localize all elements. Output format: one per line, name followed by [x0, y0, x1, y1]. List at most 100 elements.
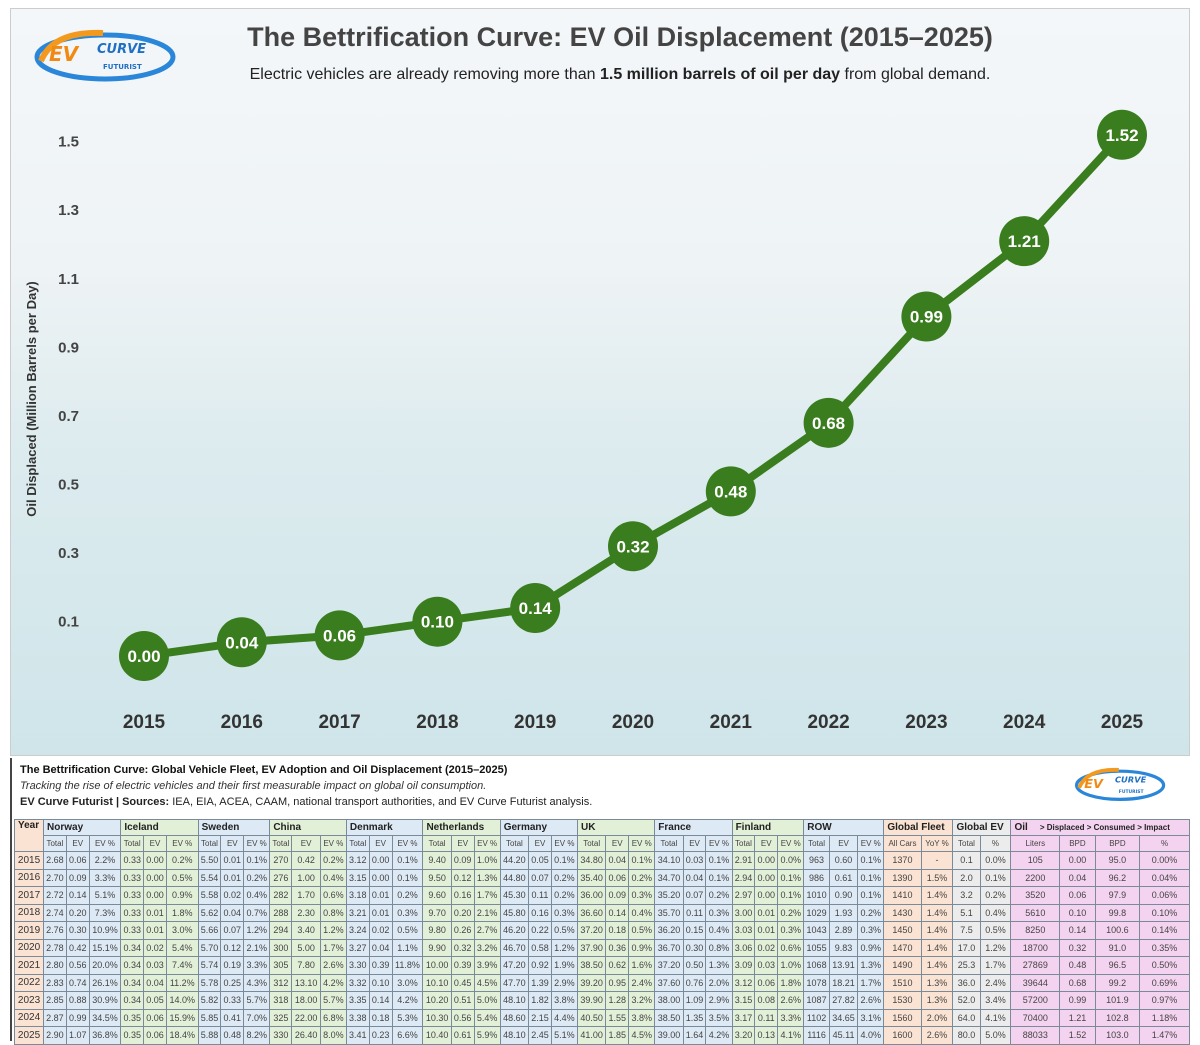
- table-cell: 36.20: [654, 921, 684, 940]
- year-cell: 2020: [13, 938, 45, 957]
- sub-header: EV %: [243, 835, 271, 852]
- table-cell: 0.01: [143, 903, 167, 922]
- table-cell: 0.48: [220, 1026, 245, 1045]
- table-cell: 9.70: [422, 903, 452, 922]
- group-header: France: [654, 819, 733, 836]
- table-cell: 0.11: [754, 1008, 779, 1027]
- table-cell: 4.1%: [777, 1026, 805, 1045]
- table-cell: 1370: [883, 851, 922, 870]
- table-cell: 0.14: [65, 886, 90, 905]
- table-cell: 0.04: [368, 938, 393, 957]
- table-cell: 0.1%: [777, 868, 805, 887]
- table-cell: 5.70: [197, 938, 222, 957]
- table-cell: 0.2%: [628, 868, 656, 887]
- table-cell: 9.50: [422, 868, 452, 887]
- oil-columns-note: > Displaced > Consumed > Impact: [1039, 823, 1170, 832]
- table-cell: 5.4%: [165, 938, 199, 957]
- table-cell: 10.00: [422, 956, 452, 975]
- table-cell: 0.07: [220, 921, 245, 940]
- table-cell: 1.3%: [705, 956, 733, 975]
- x-tick-label: 2018: [416, 712, 458, 733]
- group-header: Germany: [499, 819, 579, 836]
- table-cell: 0.5%: [628, 921, 656, 940]
- table-cell: 18.00: [291, 991, 321, 1010]
- x-tick-label: 2021: [710, 712, 753, 733]
- table-cell: 0.20: [450, 903, 475, 922]
- table-cell: 0.42: [65, 938, 90, 957]
- table-cell: 0.4%: [243, 886, 271, 905]
- table-cell: 27.82: [828, 991, 859, 1010]
- table-cell: 0.34: [120, 938, 145, 957]
- table-cell: 0.33: [120, 921, 145, 940]
- table-cell: 0.61: [828, 868, 859, 887]
- sub-header: Total: [197, 835, 222, 852]
- table-cell: 64.0: [952, 1008, 981, 1027]
- sub-header: Total: [731, 835, 756, 852]
- data-label: 0.10: [421, 613, 454, 632]
- sub-header: Total: [952, 835, 981, 852]
- table-cell: 3.12: [345, 851, 370, 870]
- y-tick-label: 1.5: [58, 134, 79, 151]
- sub-header: BPD: [1059, 835, 1096, 852]
- table-cell: 2.74: [43, 903, 67, 922]
- year-cell: 2015: [13, 851, 45, 870]
- table-cell: 0.92: [528, 956, 552, 975]
- table-cell: 1.18%: [1139, 1008, 1190, 1027]
- table-cell: 2.4%: [628, 973, 656, 992]
- table-cell: 0.01: [368, 886, 393, 905]
- table-row: 2016 2.70 0.09 3.3% 0.33 0.00 0.5% 5.54 0.01 0.2%…: [13, 868, 1190, 887]
- group-header: Global EV: [952, 819, 1012, 836]
- table-cell: 2.7%: [473, 921, 501, 940]
- table-cell: 3.30: [345, 956, 370, 975]
- table-cell: 1.2%: [319, 921, 347, 940]
- table-cell: 5.7%: [243, 991, 271, 1010]
- table-cell: 34.10: [654, 851, 684, 870]
- table-cell: 18700: [1010, 938, 1061, 957]
- table-cell: 0.12: [220, 938, 245, 957]
- table-cell: 3.03: [731, 921, 756, 940]
- table-cell: 9.80: [422, 921, 452, 940]
- table-cell: 3.12: [731, 973, 756, 992]
- sub-header: BPD: [1094, 835, 1141, 852]
- table-cell: 0.03: [682, 851, 707, 870]
- chart-subtitle: Electric vehicles are already removing m…: [0, 66, 1200, 84]
- table-cell: 2.72: [43, 886, 67, 905]
- sub-header: EV %: [319, 835, 347, 852]
- table-cell: 0.04: [682, 868, 707, 887]
- table-cell: 0.3%: [391, 903, 424, 922]
- table-cell: 1.82: [528, 991, 552, 1010]
- table-cell: 6.8%: [319, 1008, 347, 1027]
- table-cell: 40.50: [576, 1008, 607, 1027]
- credit-label: EV Curve Futurist | Sources:: [20, 796, 170, 808]
- table-cell: 3.3%: [88, 868, 122, 887]
- table-cell: 2.2%: [88, 851, 122, 870]
- table-cell: 1.5%: [920, 868, 954, 887]
- table-cell: 25.3: [952, 956, 981, 975]
- table-cell: 70400: [1010, 1008, 1061, 1027]
- table-cell: 312: [269, 973, 293, 992]
- group-header: Global Fleet: [883, 819, 954, 836]
- table-cell: 0.2%: [165, 851, 199, 870]
- table-cell: 0.01: [220, 868, 245, 887]
- table-cell: 0.58: [528, 938, 552, 957]
- table-cell: 1.3%: [920, 991, 954, 1010]
- table-cell: 0.60: [828, 851, 859, 870]
- table-cell: 39.90: [576, 991, 607, 1010]
- table-cell: 3.18: [345, 886, 370, 905]
- table-cell: 1.4%: [920, 921, 954, 940]
- sub-header: EV: [65, 835, 90, 852]
- sub-header: Total: [43, 835, 67, 852]
- table-cell: 1.2%: [550, 938, 579, 957]
- table-cell: 48.10: [499, 991, 530, 1010]
- table-cell: 0.5%: [550, 921, 579, 940]
- sub-header: EV: [682, 835, 707, 852]
- table-cell: 5.1%: [88, 886, 122, 905]
- table-cell: 0.32: [450, 938, 475, 957]
- table-cell: 36.70: [654, 938, 684, 957]
- table-cell: 0.23: [368, 1026, 393, 1045]
- table-cell: 6.6%: [391, 1026, 424, 1045]
- table-cell: 0.09: [605, 886, 630, 905]
- table-cell: 2.9%: [550, 973, 579, 992]
- data-label: 0.48: [714, 482, 747, 501]
- table-cell: 13.91: [828, 956, 859, 975]
